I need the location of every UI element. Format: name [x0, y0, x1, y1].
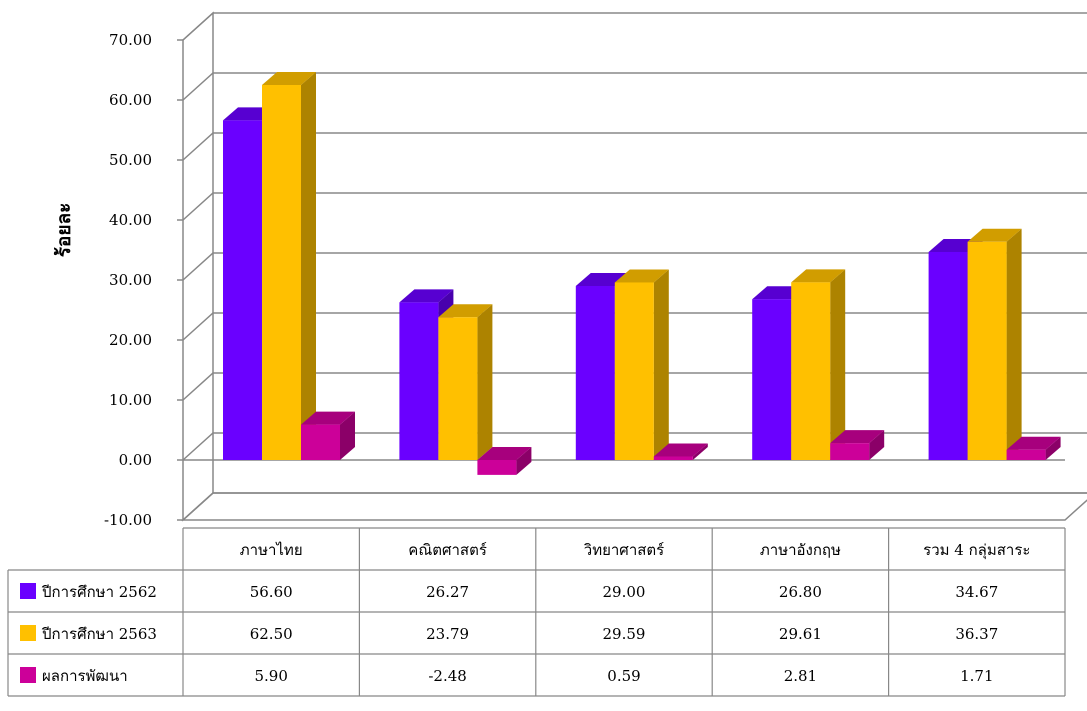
bar-top [262, 72, 316, 85]
bar [399, 302, 439, 460]
data-table: ภาษาไทย คณิตศาสตร์ วิทยาศาสตร์ ภาษาอังกฤษ รว… [7, 527, 1066, 697]
data-label: 26.27 [426, 583, 469, 601]
bar-top [791, 269, 846, 283]
bar [1006, 449, 1046, 460]
data-label: 34.67 [955, 583, 998, 601]
legend-swatch [20, 583, 36, 599]
data-label: 26.80 [779, 583, 822, 601]
y-tick-label: 0.00 [119, 451, 152, 469]
gridline [182, 132, 1087, 161]
data-label: 62.50 [250, 625, 293, 643]
bar [438, 317, 478, 460]
bar-side [477, 304, 493, 460]
gridline [182, 72, 1087, 101]
legend-label: ปีการศึกษา 2563 [41, 625, 157, 643]
bar-top [438, 304, 493, 318]
bar [653, 456, 693, 460]
bar [928, 251, 968, 460]
data-label: 36.37 [955, 625, 998, 643]
data-label: 0.59 [607, 667, 640, 685]
bar-top [301, 411, 355, 425]
bar-top [1006, 436, 1061, 450]
data-label: 1.71 [960, 667, 993, 685]
bar [262, 85, 301, 460]
bar [614, 282, 654, 460]
bar-top [967, 228, 1022, 242]
y-tick-label: -10.00 [104, 511, 152, 529]
bar [967, 241, 1007, 460]
bar-top [477, 447, 532, 460]
bar [830, 443, 870, 460]
bar-side [653, 269, 669, 460]
y-tick-label: 10.00 [109, 391, 152, 409]
y-tick-label: 50.00 [109, 151, 152, 169]
bar-side [1006, 228, 1022, 460]
legend-swatch [20, 625, 36, 641]
x-category-label: ภาษาอังกฤษ [760, 541, 841, 559]
y-tick-label: 60.00 [109, 91, 152, 109]
bar-top [653, 443, 708, 457]
gridline [182, 12, 1087, 41]
y-axis-title: ร้อยละ [53, 203, 75, 258]
floor [181, 492, 1087, 521]
bar-side [830, 269, 846, 460]
bar [791, 282, 831, 460]
bar-top [399, 289, 454, 303]
data-label: 2.81 [784, 667, 817, 685]
data-label: 29.00 [603, 583, 646, 601]
data-label: -2.48 [428, 667, 466, 685]
bar-side [516, 447, 532, 475]
bar-side [340, 411, 355, 460]
gridline [182, 492, 1087, 521]
bar [223, 120, 262, 461]
bar-side [869, 430, 885, 460]
bar [752, 299, 792, 460]
data-label: 23.79 [426, 625, 469, 643]
bar-top [614, 269, 669, 283]
bar-side [1045, 436, 1061, 460]
x-category-label: วิทยาศาสตร์ [583, 541, 664, 559]
bar-top [830, 430, 885, 444]
x-category-label: ภาษาไทย [240, 541, 303, 559]
bars-group [223, 72, 1061, 475]
legend-swatch [20, 667, 36, 683]
gridline [182, 252, 1087, 281]
data-label: 5.90 [254, 667, 287, 685]
legend-label: ผลการพัฒนา [42, 667, 128, 685]
bar-side [301, 72, 316, 460]
data-label: 29.61 [779, 625, 822, 643]
y-tick-label: 40.00 [109, 211, 152, 229]
legend-label: ปีการศึกษา 2562 [41, 583, 157, 601]
data-label: 56.60 [250, 583, 293, 601]
bar [575, 286, 615, 460]
y-tick-label: 20.00 [109, 331, 152, 349]
bar [477, 460, 517, 475]
y-tick-label: 70.00 [109, 31, 152, 49]
y-axis: 70.00 60.00 50.00 40.00 30.00 20.00 10.00 0.00 -… [104, 31, 183, 529]
bar-side [692, 443, 708, 460]
y-tick-label: 30.00 [109, 271, 152, 289]
x-category-label: รวม 4 กลุ่มสาระ [923, 541, 1030, 560]
data-label: 29.59 [603, 625, 646, 643]
x-category-label: คณิตศาสตร์ [408, 541, 487, 559]
bar [301, 424, 340, 460]
gridline [182, 192, 1087, 221]
